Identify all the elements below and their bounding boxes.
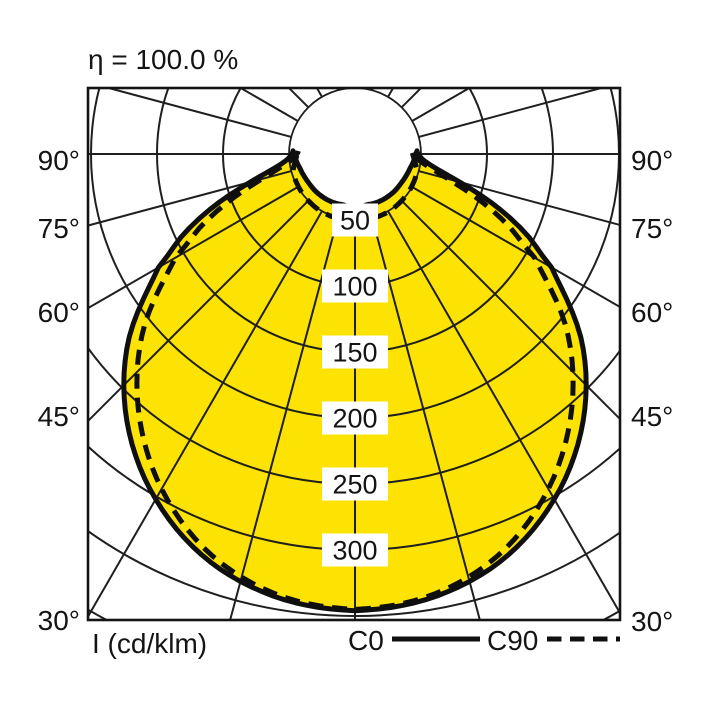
- angle-tick-labels: 90° 90° 75° 75° 60° 60° 45° 45° 30° 30°: [38, 145, 674, 637]
- radial-tick-label-200: 200: [332, 404, 377, 434]
- angle-label-right-60: 60°: [631, 297, 673, 328]
- radial-line-150: [387, 88, 395, 98]
- legend-c0-label: C0: [348, 625, 384, 656]
- angle-label-right-45: 45°: [631, 401, 673, 432]
- radial-line-15: [371, 217, 481, 620]
- angle-label-right-90: 90°: [631, 145, 673, 176]
- radial-line--60: [88, 186, 299, 310]
- radial-line-75: [418, 170, 620, 227]
- angle-label-left-90: 90°: [38, 145, 80, 176]
- radial-line-135: [400, 88, 423, 109]
- radial-line--105: [104, 88, 292, 138]
- radial-tick-label-300: 300: [332, 536, 377, 566]
- radial-tick-box-100: [322, 269, 388, 303]
- radial-tick-box-300: [322, 533, 388, 567]
- radial-line--75: [88, 170, 292, 227]
- radial-tick-box-150: [322, 335, 388, 369]
- radial-tick-box-50: [332, 203, 378, 237]
- radial-tick-label-100: 100: [332, 272, 377, 302]
- c90-curve: [134, 148, 576, 612]
- efficiency-label: η = 100.0 %: [88, 44, 238, 75]
- angle-label-right-30: 30°: [631, 606, 673, 637]
- angle-label-left-45: 45°: [38, 401, 80, 432]
- radial-line-45: [400, 199, 620, 421]
- radial-line-120: [411, 88, 472, 122]
- angle-label-left-60: 60°: [38, 297, 80, 328]
- radial-tick-box-250: [322, 467, 388, 501]
- plot-frame: [86, 86, 622, 622]
- legend-c90-label: C90: [487, 625, 538, 656]
- angle-label-right-75: 75°: [631, 213, 673, 244]
- radial-line--15: [229, 217, 339, 620]
- radial-tick-label-150: 150: [332, 338, 377, 368]
- radial-line-105: [418, 88, 606, 138]
- radial-line--30: [88, 210, 323, 619]
- angle-label-left-30: 30°: [38, 605, 80, 636]
- radial-line-60: [411, 186, 620, 309]
- radial-line-165: [371, 88, 374, 91]
- radial-tick-labels: 50 100 150 200 250 300: [322, 203, 388, 567]
- angle-label-left-75: 75°: [38, 213, 80, 244]
- radial-tick-label-250: 250: [332, 470, 377, 500]
- radial-line-30: [387, 210, 620, 615]
- radial-line--45: [88, 199, 310, 423]
- radial-tick-box-200: [322, 401, 388, 435]
- radial-axis-label: I (cd/klm): [92, 628, 207, 659]
- radial-tick-label-50: 50: [340, 206, 370, 236]
